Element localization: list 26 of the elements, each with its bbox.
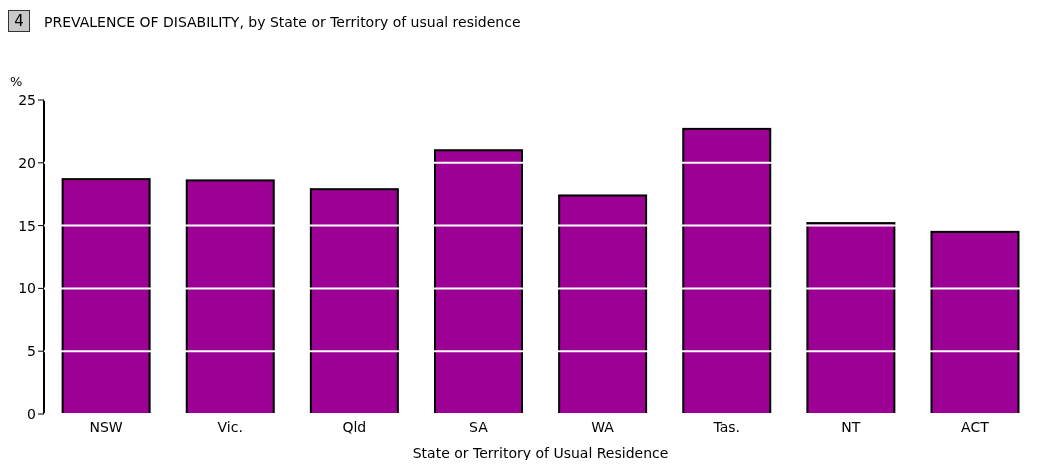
chart-title: PREVALENCE OF DISABILITY, by State or Territory of usual residence — [44, 14, 521, 30]
x-tick-label: ACT — [961, 418, 990, 435]
x-tick-label: Qld — [342, 418, 367, 435]
y-tick-label: 0 — [27, 405, 36, 422]
x-tick-label: NT — [841, 418, 861, 435]
y-tick-label: 20 — [18, 154, 36, 171]
y-tick-label: 10 — [18, 280, 36, 297]
y-axis-title: % — [10, 74, 23, 89]
x-tick-label: Tas. — [712, 418, 740, 435]
x-tick-label: Vic. — [217, 418, 243, 435]
bar — [433, 149, 523, 414]
bar — [930, 230, 1020, 414]
x-tick-label: NSW — [89, 418, 123, 435]
x-axis-title: State or Territory of Usual Residence — [412, 445, 669, 461]
bar — [61, 178, 151, 414]
x-tick-label: SA — [469, 418, 489, 435]
x-tick-label: WA — [591, 418, 615, 435]
bar — [682, 127, 772, 414]
y-tick-label: 15 — [18, 217, 36, 234]
bar — [309, 188, 399, 414]
bar — [185, 179, 275, 414]
y-tick-label: 25 — [18, 91, 36, 108]
bar — [558, 194, 648, 414]
text: 4 — [8, 10, 30, 32]
bar — [806, 222, 896, 414]
y-tick-label: 5 — [27, 343, 36, 360]
